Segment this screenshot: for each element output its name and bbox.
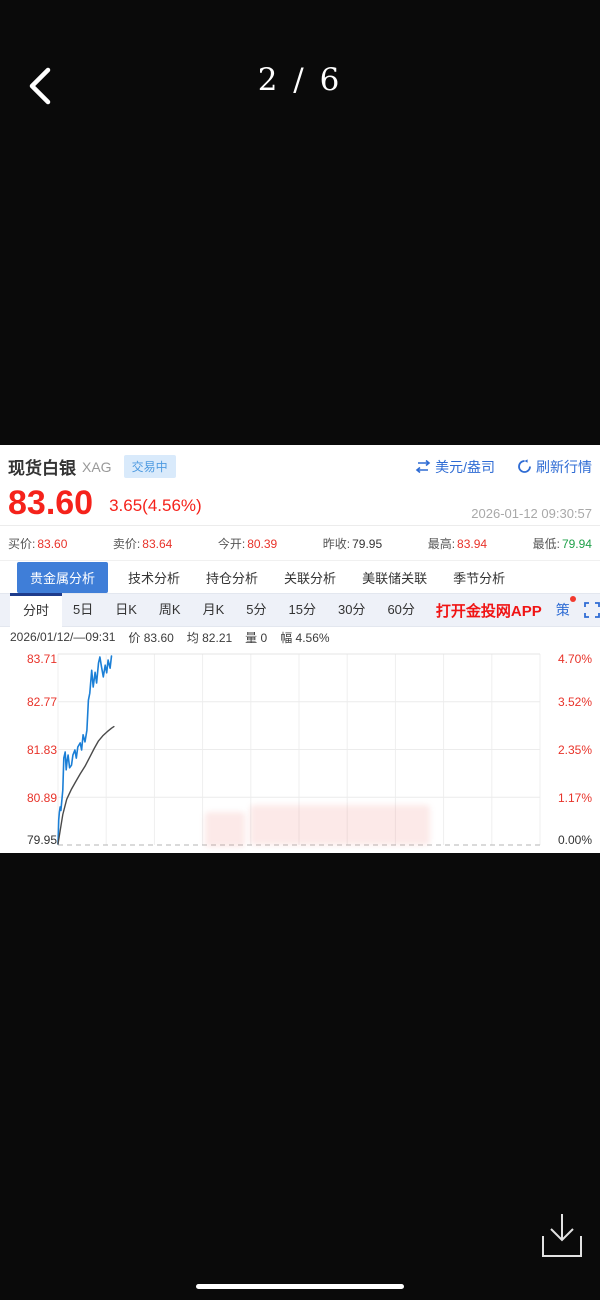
tab-position-analysis[interactable]: 持仓分析 xyxy=(206,570,259,586)
stat-prev-close: 昨收: 79.95 xyxy=(322,536,383,551)
refresh-icon xyxy=(518,459,531,473)
currency-unit-label: 美元/盎司 xyxy=(435,458,495,475)
price-row: 83.60 3.65(4.56%) 2026-01-12 09:30:57 xyxy=(0,480,600,525)
tab-seasonal-analysis[interactable]: 季节分析 xyxy=(453,570,506,586)
period-tab-5day[interactable]: 5日 xyxy=(73,602,94,617)
readout-time: 2026/01/12/—09:31 xyxy=(10,630,116,644)
trading-status-badge: 交易中 xyxy=(123,455,176,478)
y-axis-percent-label: 4.70% xyxy=(557,652,592,666)
currency-unit-toggle[interactable]: 美元/盎司 xyxy=(415,457,495,477)
y-axis-percent-label: 1.17% xyxy=(557,791,592,805)
readout-price: 价 83.60 xyxy=(128,630,174,645)
quote-header-row: 现货白银 XAG 交易中 美元/盎司 刷新行情 xyxy=(0,445,600,480)
viewer-top-bar: 2 / 6 xyxy=(0,0,600,140)
expand-icon xyxy=(583,602,600,618)
price-change: 3.65(4.56%) xyxy=(109,495,202,515)
instrument-name: 现货白银 xyxy=(8,459,76,478)
page-indicator: 2 / 6 xyxy=(257,62,343,98)
site-watermark xyxy=(205,812,245,847)
open-app-link[interactable]: 打开金投网APP xyxy=(435,602,542,620)
readout-volume: 量 0 xyxy=(245,630,268,645)
y-axis-percent-label: 0.00% xyxy=(557,833,592,847)
y-axis-price-label: 80.89 xyxy=(26,791,57,805)
y-axis-price-label: 79.95 xyxy=(26,833,57,847)
home-indicator[interactable] xyxy=(196,1284,404,1289)
quote-timestamp: 2026-01-12 09:30:57 xyxy=(471,506,592,521)
minute-chart[interactable]: 83.71 82.77 81.83 80.89 79.95 4.70% 3.52… xyxy=(0,647,600,853)
back-chevron-icon xyxy=(29,67,51,105)
quote-panel: 现货白银 XAG 交易中 美元/盎司 刷新行情 xyxy=(0,445,600,853)
minute-chart-svg xyxy=(57,653,541,846)
instrument-symbol: XAG xyxy=(82,458,112,475)
stat-open: 今开: 80.39 xyxy=(217,536,278,551)
refresh-quotes-button[interactable]: 刷新行情 xyxy=(517,457,592,477)
period-tab-weekly[interactable]: 周K xyxy=(158,602,181,617)
period-tab-bar: 分时 5日 日K 周K 月K 5分 15分 30分 60分 打开金投网APP 策 xyxy=(0,593,600,627)
refresh-label: 刷新行情 xyxy=(536,458,592,475)
period-tab-daily[interactable]: 日K xyxy=(115,602,137,617)
period-tab-15min[interactable]: 15分 xyxy=(288,602,316,617)
back-button[interactable] xyxy=(24,64,56,108)
readout-range: 幅 4.56% xyxy=(280,630,330,645)
y-axis-price-label: 81.83 xyxy=(26,743,57,757)
y-axis-price-label: 83.71 xyxy=(26,652,57,666)
stat-bid: 买价: 83.60 xyxy=(8,536,68,551)
y-axis-price-label: 82.77 xyxy=(26,695,57,709)
period-tab-minute[interactable]: 分时 xyxy=(10,593,63,627)
tab-correlation-analysis[interactable]: 关联分析 xyxy=(284,570,337,586)
period-tab-30min[interactable]: 30分 xyxy=(337,602,366,617)
tab-fed-correlation[interactable]: 美联储关联 xyxy=(362,570,428,586)
stat-ask: 卖价: 83.64 xyxy=(112,536,173,551)
strategy-button[interactable]: 策 xyxy=(556,596,576,620)
download-icon xyxy=(542,1214,582,1257)
tab-technical-analysis[interactable]: 技术分析 xyxy=(128,570,181,586)
stat-high: 最高: 83.94 xyxy=(427,536,488,551)
quote-stats-row: 买价: 83.60 卖价: 83.64 今开: 80.39 昨收: 79.95 最高: 8… xyxy=(0,525,600,560)
site-watermark xyxy=(250,805,430,845)
current-price: 83.60 xyxy=(8,483,94,522)
period-tab-60min[interactable]: 60分 xyxy=(387,602,415,617)
analysis-tab-bar: 贵金属分析 技术分析 持仓分析 关联分析 美联储关联 季节分析 xyxy=(0,560,600,593)
readout-average: 均 82.21 xyxy=(186,630,233,645)
red-dot-badge xyxy=(569,596,576,602)
download-button[interactable] xyxy=(538,1210,586,1260)
period-tab-5min[interactable]: 5分 xyxy=(246,602,267,617)
tab-precious-metal-analysis[interactable]: 贵金属分析 xyxy=(17,561,109,593)
swap-arrows-icon xyxy=(415,460,431,473)
chart-readout-line: 2026/01/12/—09:31 价 83.60 均 82.21 量 0 幅 … xyxy=(0,627,600,647)
period-tab-monthly[interactable]: 月K xyxy=(202,602,225,617)
y-axis-percent-label: 2.35% xyxy=(557,743,592,757)
y-axis-percent-label: 3.52% xyxy=(557,695,592,709)
stat-low: 最低: 79.94 xyxy=(532,536,592,551)
fullscreen-button[interactable] xyxy=(583,602,600,618)
